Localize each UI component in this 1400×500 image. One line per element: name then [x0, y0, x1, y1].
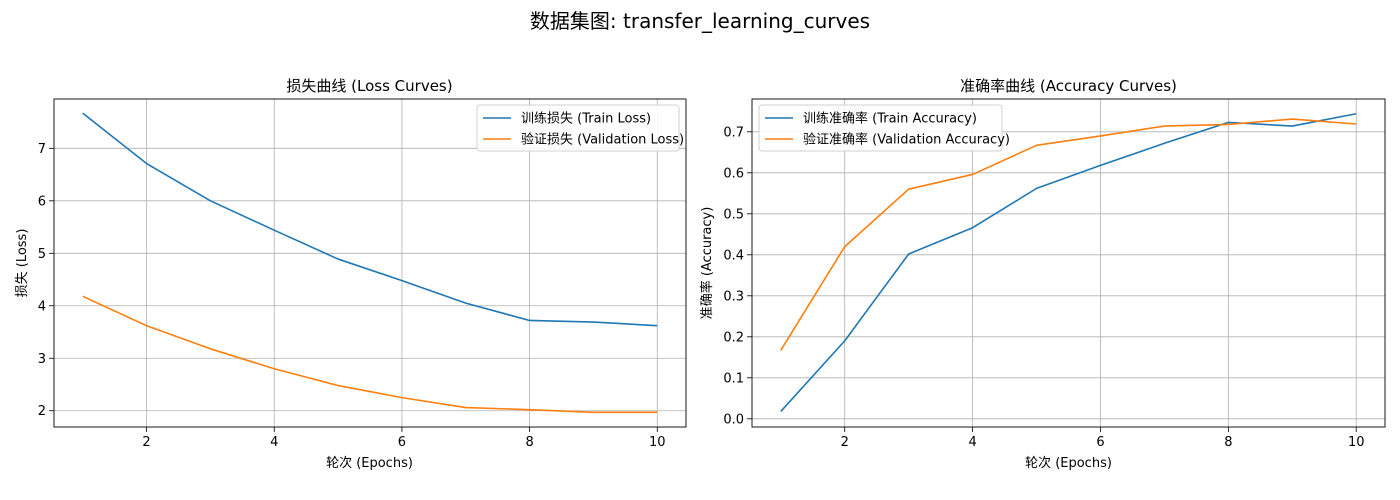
accuracy-chart-title: 准确率曲线 (Accuracy Curves)	[960, 77, 1177, 95]
legend-label: 训练准确率 (Train Accuracy)	[803, 111, 977, 127]
y-tick-label: 3	[38, 352, 46, 367]
y-tick-label: 0.0	[723, 412, 744, 427]
y-tick-label: 7	[38, 142, 46, 157]
y-tick-label: 4	[38, 299, 46, 314]
accuracy-chart-ylabel: 准确率 (Accuracy)	[699, 207, 715, 320]
y-tick-label: 0.1	[723, 371, 744, 386]
y-tick-label: 0.2	[723, 330, 744, 345]
accuracy-chart-xlabel: 轮次 (Epochs)	[1025, 455, 1112, 471]
loss-series-line-2	[82, 295, 658, 414]
loss-series-line-1	[82, 112, 658, 327]
y-tick-label: 6	[38, 194, 46, 209]
accuracy-series-line-2	[780, 118, 1357, 351]
y-tick-label: 5	[38, 247, 46, 262]
y-tick-label: 0.5	[723, 207, 744, 222]
y-tick-label: 2	[38, 404, 46, 419]
figure-title: 数据集图: transfer_learning_curves	[530, 9, 870, 33]
accuracy-grid	[752, 99, 1385, 427]
y-tick-label: 0.7	[723, 125, 744, 140]
x-tick-label: 8	[1224, 435, 1232, 450]
x-tick-label: 10	[649, 435, 666, 450]
accuracy-legend: 训练准确率 (Train Accuracy) 验证准确率 (Validation …	[758, 104, 1010, 152]
loss-chart-xlabel: 轮次 (Epochs)	[326, 455, 413, 471]
x-tick-label: 2	[142, 435, 150, 450]
loss-chart-title: 损失曲线 (Loss Curves)	[286, 77, 452, 95]
x-tick-label: 6	[1096, 435, 1104, 450]
loss-legend: 训练损失 (Train Loss) 验证损失 (Validation Loss)	[476, 104, 684, 152]
accuracy-axes-frame	[751, 98, 1386, 428]
legend-frame	[476, 104, 680, 152]
x-tick-label: 4	[968, 435, 976, 450]
y-tick-label: 0.6	[723, 166, 744, 181]
loss-chart: 损失曲线 (Loss Curves) 轮次 (Epochs) 损失 (Loss)…	[15, 77, 687, 471]
loss-grid	[54, 99, 686, 427]
legend-label: 验证准确率 (Validation Accuracy)	[803, 132, 1010, 148]
x-tick-label: 2	[841, 435, 849, 450]
legend-label: 训练损失 (Train Loss)	[521, 112, 651, 127]
legend-frame	[758, 104, 1003, 152]
legend-label: 验证损失 (Validation Loss)	[521, 132, 684, 148]
x-tick-label: 6	[398, 435, 406, 450]
accuracy-series-line-1	[780, 112, 1357, 412]
x-tick-label: 4	[270, 435, 278, 450]
x-tick-label: 8	[525, 435, 533, 450]
loss-axes-frame	[53, 98, 687, 428]
y-tick-label: 0.4	[723, 248, 744, 263]
accuracy-chart: 准确率曲线 (Accuracy Curves) 轮次 (Epochs) 准确率 …	[699, 77, 1386, 471]
loss-chart-ylabel: 损失 (Loss)	[15, 229, 30, 298]
y-tick-label: 0.3	[723, 289, 744, 304]
x-tick-label: 10	[1348, 435, 1365, 450]
